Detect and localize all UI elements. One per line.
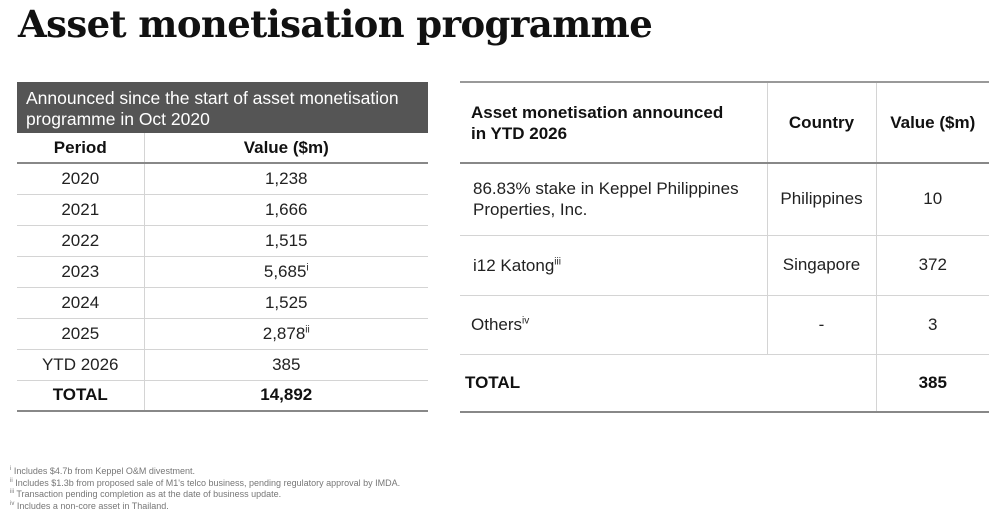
table-row: Othersiv - 3 <box>460 295 989 355</box>
total-label: TOTAL <box>17 380 145 412</box>
table-row: 2024 1,525 <box>17 287 428 319</box>
left-table-header: Announced since the start of asset monet… <box>17 82 428 133</box>
total-country-empty <box>767 354 877 413</box>
value-cell: 2,878ii <box>144 318 428 350</box>
period-column-header: Period <box>17 133 145 164</box>
table-row: 2022 1,515 <box>17 225 428 257</box>
footnote: iv Includes a non-core asset in Thailand… <box>10 500 169 511</box>
page-title: Asset monetisation programme <box>18 2 653 46</box>
asset-cell: 86.83% stake in Keppel Philippines Prope… <box>460 163 768 236</box>
value-cell: 3 <box>876 295 989 355</box>
period-cell: 2024 <box>17 287 145 319</box>
footnote-ref: ii <box>305 323 310 335</box>
footnote-ref: iii <box>554 255 561 267</box>
country-column-header: Country <box>767 82 877 164</box>
asset-column-header: Asset monetisation announced in YTD 2026 <box>460 82 768 164</box>
table-header-row: Asset monetisation announced in YTD 2026… <box>460 82 989 164</box>
ytd-2026-monetisation-table: Asset monetisation announced in YTD 2026… <box>460 81 989 413</box>
total-row: TOTAL 385 <box>460 354 989 413</box>
value-cell: 1,515 <box>144 225 428 257</box>
value-cell: 10 <box>876 163 989 236</box>
value-cell: 1,525 <box>144 287 428 319</box>
announced-since-oct-2020-table: Announced since the start of asset monet… <box>17 82 428 412</box>
value-cell: 1,238 <box>144 163 428 195</box>
asset-cell: Othersiv <box>460 295 768 355</box>
asset-header-text: Asset monetisation announced in YTD 2026 <box>471 102 724 143</box>
value-column-header: Value ($m) <box>144 133 428 164</box>
table-row: 2023 5,685i <box>17 256 428 288</box>
period-cell: 2023 <box>17 256 145 288</box>
country-cell: Philippines <box>767 163 877 236</box>
footnotes: i Includes $4.7b from Keppel O&M divestm… <box>10 466 400 512</box>
table-row: 2025 2,878ii <box>17 318 428 350</box>
footnote-ref: iv <box>522 315 530 327</box>
total-value: 385 <box>876 354 989 413</box>
footnote: ii Includes $1.3b from proposed sale of … <box>10 477 401 488</box>
period-cell: 2020 <box>17 163 145 195</box>
country-cell: Singapore <box>767 235 877 296</box>
value-cell: 1,666 <box>144 194 428 226</box>
total-row: TOTAL 14,892 <box>17 380 428 412</box>
period-cell: YTD 2026 <box>17 349 145 381</box>
table-header-row: Period Value ($m) <box>17 133 428 164</box>
period-cell: 2025 <box>17 318 145 350</box>
footnote: i Includes $4.7b from Keppel O&M divestm… <box>10 466 195 476</box>
total-label: TOTAL <box>460 354 767 413</box>
period-value-table: Period Value ($m) 2020 1,238 2021 1,666 … <box>17 133 428 412</box>
value-cell: 372 <box>876 235 989 296</box>
table-row: 2020 1,238 <box>17 163 428 195</box>
value-cell: 5,685i <box>144 256 428 288</box>
value-column-header: Value ($m) <box>876 82 989 164</box>
period-cell: 2021 <box>17 194 145 226</box>
period-cell: 2022 <box>17 225 145 257</box>
table-row: YTD 2026 385 <box>17 349 428 381</box>
footnote: iii Transaction pending completion as at… <box>10 489 282 499</box>
asset-text: 86.83% stake in Keppel Philippines Prope… <box>473 179 739 220</box>
country-cell: - <box>767 295 877 355</box>
table-row: 2021 1,666 <box>17 194 428 226</box>
footnote-ref: i <box>306 261 309 273</box>
total-value: 14,892 <box>144 380 428 412</box>
table-row: i12 Katongiii Singapore 372 <box>460 235 989 296</box>
value-cell: 385 <box>144 349 428 381</box>
asset-cell: i12 Katongiii <box>460 235 768 296</box>
table-row: 86.83% stake in Keppel Philippines Prope… <box>460 163 989 236</box>
